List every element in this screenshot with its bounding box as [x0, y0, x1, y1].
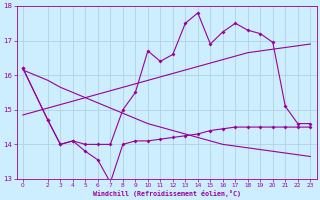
X-axis label: Windchill (Refroidissement éolien,°C): Windchill (Refroidissement éolien,°C) — [92, 190, 241, 197]
